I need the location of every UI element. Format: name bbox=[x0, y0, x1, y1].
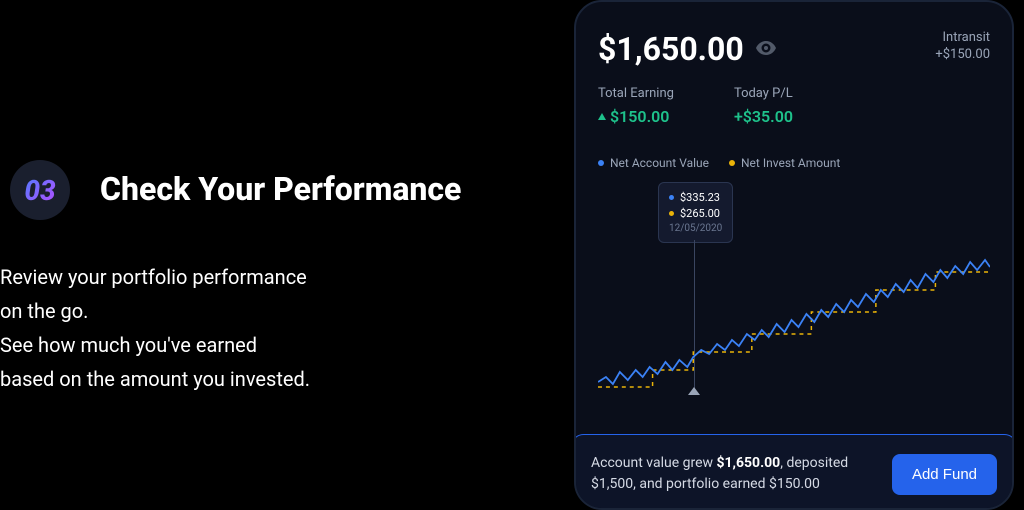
balance-amount: $1,650.00 bbox=[598, 30, 776, 68]
intransit-label: Intransit bbox=[935, 30, 990, 45]
chart-tooltip: $335.23 $265.00 12/05/2020 bbox=[658, 182, 733, 243]
desc-line: on the go. bbox=[0, 294, 310, 328]
feature-heading: Check Your Performance bbox=[100, 170, 461, 208]
intransit-value: +$150.00 bbox=[935, 47, 990, 62]
net-account-line bbox=[598, 260, 990, 384]
tooltip-value: $335.23 bbox=[680, 191, 720, 204]
tooltip-dot-icon bbox=[669, 211, 674, 216]
tooltip-value: $265.00 bbox=[680, 207, 720, 220]
tooltip-date: 12/05/2020 bbox=[669, 223, 722, 234]
legend-label: Net Invest Amount bbox=[741, 156, 840, 170]
balance-row: $1,650.00 Intransit +$150.00 bbox=[598, 30, 990, 68]
legend-dot-icon bbox=[598, 160, 604, 166]
intransit-block: Intransit +$150.00 bbox=[935, 30, 990, 62]
legend-net-account: Net Account Value bbox=[598, 156, 709, 170]
legend-net-invest: Net Invest Amount bbox=[729, 156, 840, 170]
desc-line: See how much you've earned bbox=[0, 328, 310, 362]
phone-mockup: $1,650.00 Intransit +$150.00 Total Earni… bbox=[574, 0, 1014, 510]
tooltip-row: $265.00 bbox=[669, 207, 722, 220]
total-earning-stat: Total Earning $150.00 bbox=[598, 86, 674, 126]
up-arrow-icon bbox=[598, 113, 606, 120]
total-earning-value: $150.00 bbox=[598, 107, 674, 126]
today-pl-value: +$35.00 bbox=[734, 107, 793, 126]
desc-line: based on the amount you invested. bbox=[0, 362, 310, 396]
stats-row: Total Earning $150.00 Today P/L +$35.00 bbox=[598, 86, 990, 126]
legend-label: Net Account Value bbox=[610, 156, 709, 170]
net-invest-step-line bbox=[598, 272, 990, 387]
today-pl-label: Today P/L bbox=[734, 86, 793, 101]
tooltip-dot-icon bbox=[669, 195, 674, 200]
add-fund-button[interactable]: Add Fund bbox=[892, 454, 997, 495]
summary-text: Account value grew $1,650.00, deposited … bbox=[591, 453, 876, 495]
balance-value: $1,650.00 bbox=[598, 30, 744, 68]
step-number-badge: 03 bbox=[10, 160, 70, 220]
desc-line: Review your portfolio performance bbox=[0, 260, 310, 294]
performance-chart bbox=[598, 252, 990, 402]
chart-legend: Net Account Value Net Invest Amount bbox=[598, 156, 990, 170]
today-pl-stat: Today P/L +$35.00 bbox=[734, 86, 793, 126]
total-earning-label: Total Earning bbox=[598, 86, 674, 101]
step-number: 03 bbox=[24, 174, 55, 207]
visibility-icon[interactable] bbox=[756, 39, 776, 60]
tooltip-row: $335.23 bbox=[669, 191, 722, 204]
summary-callout: Account value grew $1,650.00, deposited … bbox=[574, 434, 1014, 510]
chart-area: $335.23 $265.00 12/05/2020 bbox=[598, 182, 990, 412]
feature-description: Review your portfolio performance on the… bbox=[0, 260, 310, 396]
legend-dot-icon bbox=[729, 160, 735, 166]
